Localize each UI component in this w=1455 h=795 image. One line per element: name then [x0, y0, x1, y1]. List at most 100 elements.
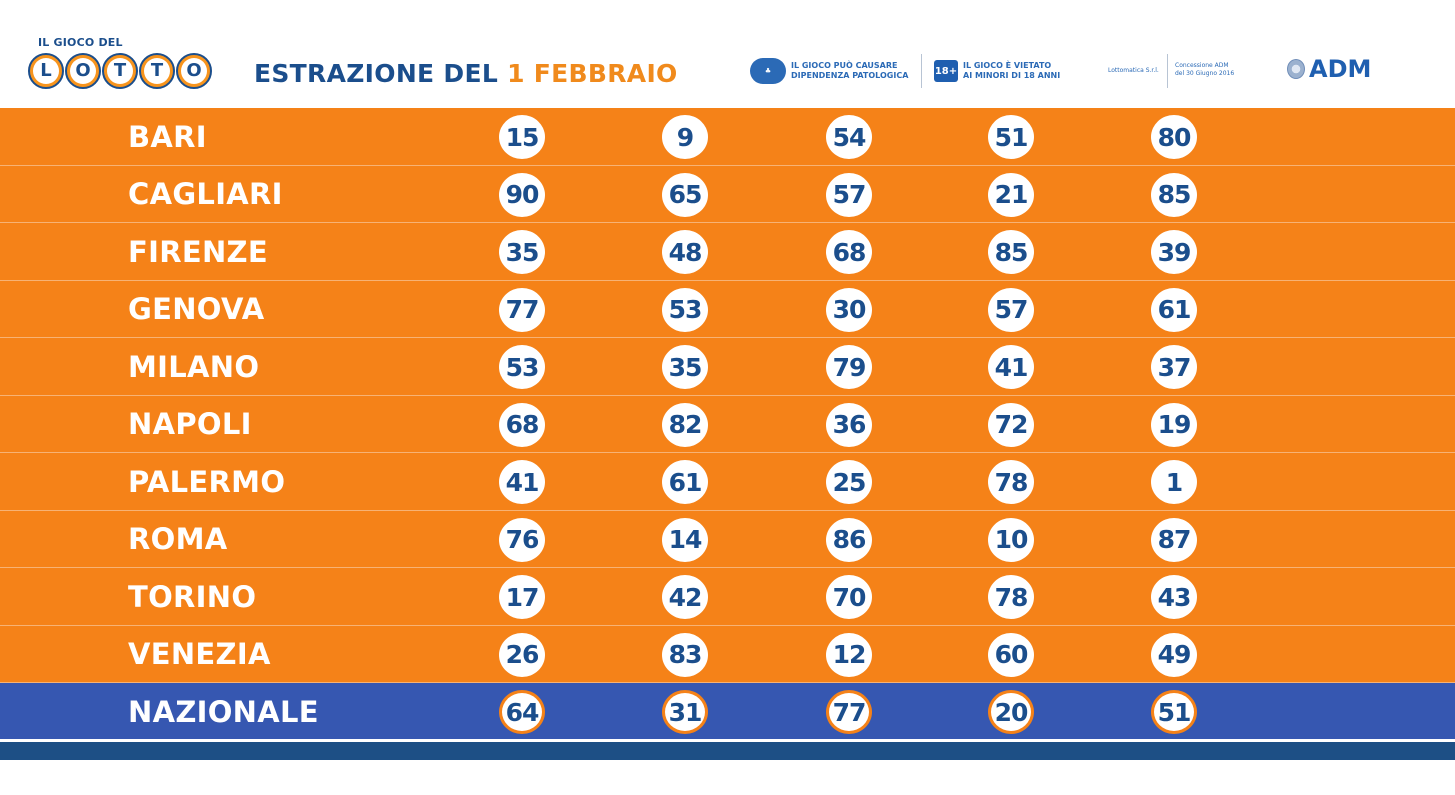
number-ball: 68 — [826, 230, 872, 274]
city-name: VENEZIA — [128, 637, 271, 671]
nazionale-row: NAZIONALE 64 31 77 20 51 — [0, 683, 1455, 741]
number-ball: 87 — [1151, 517, 1197, 562]
number-ball: 12 — [826, 632, 872, 677]
number-ball: 80 — [1151, 115, 1197, 159]
logo-ball: O — [176, 53, 212, 89]
number-ball: 42 — [662, 575, 708, 619]
draw-row: ROMA 76 14 86 10 87 — [0, 510, 1455, 568]
number-ball: 19 — [1151, 402, 1197, 447]
concession-label: Concessione ADM del 30 Giugno 2016 — [1175, 62, 1234, 78]
number-ball: 68 — [499, 402, 545, 447]
number-ball: 85 — [988, 230, 1034, 274]
number-ball: 51 — [1151, 690, 1197, 734]
number-ball: 53 — [662, 287, 708, 332]
header-divider — [1167, 54, 1168, 88]
bottom-divider — [0, 739, 1455, 742]
draw-row: BARI 15 9 54 51 80 — [0, 108, 1455, 166]
concession-line-1: Concessione ADM — [1175, 62, 1229, 69]
number-ball: 49 — [1151, 632, 1197, 677]
city-name: BARI — [128, 119, 207, 154]
number-ball: 48 — [662, 230, 708, 274]
title-prefix: ESTRAZIONE DEL — [254, 59, 508, 88]
draw-row: PALERMO 41 61 25 78 1 — [0, 453, 1455, 511]
number-ball: 77 — [826, 690, 872, 734]
number-ball: 35 — [662, 345, 708, 389]
adm-label: ADM — [1309, 55, 1372, 83]
number-ball: 43 — [1151, 575, 1197, 619]
number-ball: 37 — [1151, 345, 1197, 389]
number-ball: 25 — [826, 460, 872, 504]
logo-letter: L — [33, 58, 59, 84]
age-warning-text: IL GIOCO È VIETATO AI MINORI DI 18 ANNI — [963, 61, 1060, 81]
number-ball: 61 — [662, 460, 708, 504]
draw-row: NAPOLI 68 82 36 72 19 — [0, 395, 1455, 453]
number-ball: 17 — [499, 575, 545, 619]
number-ball: 35 — [499, 230, 545, 274]
number-ball: 90 — [499, 172, 545, 217]
city-name: MILANO — [128, 349, 260, 384]
adm-emblem-icon — [1287, 59, 1305, 79]
adm-logo: ADM — [1287, 57, 1371, 81]
number-ball: 41 — [988, 345, 1034, 389]
lotto-logo: IL GIOCO DEL L O T T O — [28, 34, 213, 96]
title-date: 1 FEBBRAIO — [507, 59, 678, 88]
number-ball: 53 — [499, 345, 545, 389]
logo-ball: O — [65, 53, 101, 89]
number-ball: 36 — [826, 402, 872, 447]
number-ball: 31 — [662, 690, 708, 734]
city-name: NAPOLI — [128, 407, 252, 441]
age-warning-line-2: AI MINORI DI 18 ANNI — [963, 71, 1061, 80]
logo-letter: T — [144, 58, 170, 84]
number-ball: 82 — [662, 402, 708, 447]
age-warning-line-1: IL GIOCO È VIETATO — [963, 61, 1052, 70]
header-divider — [921, 54, 922, 88]
draw-row: TORINO 17 42 70 78 43 — [0, 568, 1455, 626]
age-18-badge: 18+ — [934, 60, 958, 82]
city-name: ROMA — [128, 522, 228, 556]
addiction-warning-text: IL GIOCO PUÒ CAUSARE DIPENDENZA PATOLOGI… — [791, 61, 908, 81]
number-ball: 65 — [662, 172, 708, 217]
number-ball: 41 — [499, 460, 545, 504]
draw-results-table: BARI 15 9 54 51 80 CAGLIARI 90 65 57 21 … — [0, 108, 1455, 741]
city-name: TORINO — [128, 579, 257, 614]
logo-ball: T — [102, 53, 138, 89]
city-name: FIRENZE — [128, 234, 268, 269]
city-name: CAGLIARI — [128, 177, 283, 211]
logo-letter: O — [181, 58, 207, 84]
number-ball: 26 — [499, 632, 545, 677]
logo-letter: O — [70, 58, 96, 84]
bottom-bar — [0, 742, 1455, 760]
header: IL GIOCO DEL L O T T O ESTRAZIONE DEL 1 … — [0, 0, 1455, 108]
draw-row: FIRENZE 35 48 68 85 39 — [0, 223, 1455, 281]
draw-row: GENOVA 77 53 30 57 61 — [0, 280, 1455, 338]
addiction-warning-line-1: IL GIOCO PUÒ CAUSARE — [791, 61, 898, 70]
number-ball: 54 — [826, 115, 872, 159]
number-ball: 15 — [499, 115, 545, 159]
number-ball: 72 — [988, 402, 1034, 447]
number-ball: 78 — [988, 575, 1034, 619]
logo-top-text: IL GIOCO DEL — [38, 36, 123, 49]
number-ball: 57 — [988, 287, 1034, 332]
concession-line-2: del 30 Giugno 2016 — [1175, 70, 1235, 77]
city-name: GENOVA — [128, 292, 265, 326]
number-ball: 57 — [826, 172, 872, 217]
number-ball: 30 — [826, 287, 872, 332]
city-name: NAZIONALE — [128, 694, 319, 729]
city-name: PALERMO — [128, 464, 286, 499]
age-warning: 18+ IL GIOCO È VIETATO AI MINORI DI 18 A… — [934, 60, 1060, 82]
draw-row: CAGLIARI 90 65 57 21 85 — [0, 165, 1455, 223]
number-ball: 78 — [988, 460, 1034, 504]
number-ball: 60 — [988, 632, 1034, 677]
number-ball: 76 — [499, 517, 545, 562]
gioca-responsabile-icon: ♣ — [750, 58, 786, 84]
draw-row: MILANO 53 35 79 41 37 — [0, 338, 1455, 396]
number-ball: 20 — [988, 690, 1034, 734]
logo-letter: T — [107, 58, 133, 84]
number-ball: 83 — [662, 632, 708, 677]
number-ball: 14 — [662, 517, 708, 562]
number-ball: 51 — [988, 115, 1034, 159]
logo-word: L O T T O — [28, 53, 212, 89]
number-ball: 1 — [1151, 460, 1197, 504]
number-ball: 86 — [826, 517, 872, 562]
page-title: ESTRAZIONE DEL 1 FEBBRAIO — [254, 59, 678, 88]
